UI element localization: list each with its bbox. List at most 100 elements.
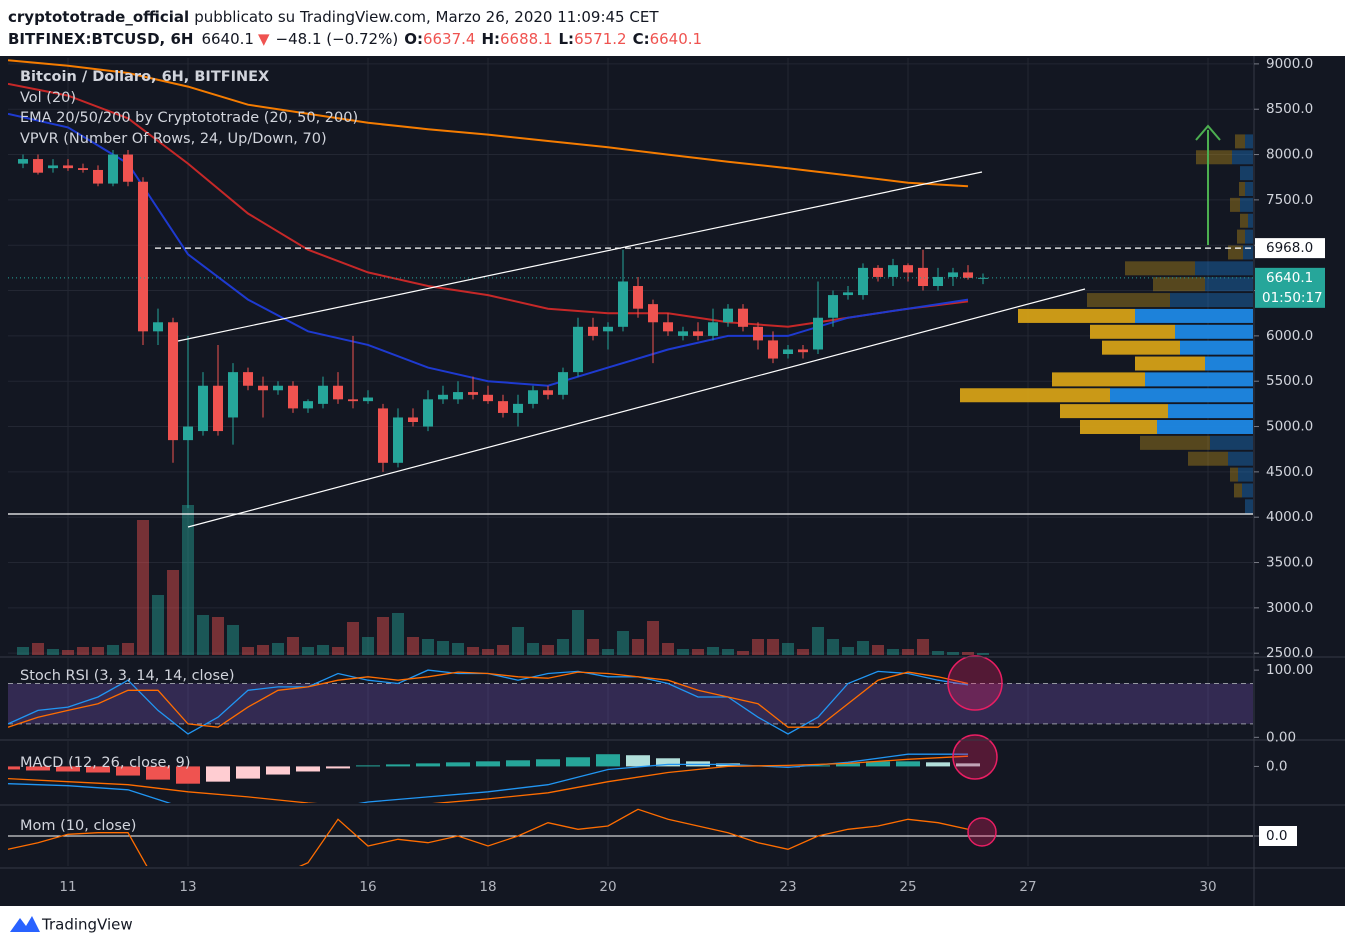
level-label-box [1255, 238, 1325, 259]
change-arrow: ▼ [258, 30, 270, 48]
y-tick-label: 100.00 [1266, 662, 1313, 678]
vpvr-down [1188, 451, 1228, 466]
macd-pane [8, 753, 980, 803]
candle-body [333, 385, 343, 400]
macd-histogram-bar [416, 763, 440, 767]
macd-histogram-bar [296, 766, 320, 772]
brand-name: TradingView [41, 916, 133, 934]
vpvr-up [1245, 134, 1253, 149]
volume-bar [482, 649, 494, 655]
separators [0, 56, 1345, 906]
y-tick-label: 8000.0 [1266, 147, 1313, 163]
highlight-circle [967, 817, 997, 847]
x-tick-label: 13 [179, 879, 196, 895]
macd-histogram-bar [596, 754, 620, 767]
close-label: C: [633, 30, 650, 48]
ema-line [8, 82, 969, 328]
vpvr-up [1170, 293, 1253, 308]
y-tick-label: 3500.0 [1266, 555, 1313, 571]
candle-body [183, 426, 193, 441]
volume-bar [707, 647, 719, 655]
candle-body [948, 272, 958, 277]
band-fill [8, 683, 1253, 724]
candle-body [738, 308, 748, 327]
vpvr-up [1243, 245, 1253, 260]
volume-bar [227, 625, 239, 655]
candle-body [843, 292, 853, 296]
vpvr-up [1240, 197, 1253, 212]
vpvr-down [1052, 372, 1145, 387]
volume-bar [287, 637, 299, 655]
macd-histogram-bar [806, 765, 830, 767]
symbol: BITFINEX:BTCUSD, 6H [8, 30, 193, 48]
volume-bar [167, 570, 179, 655]
volume-bar [902, 649, 914, 655]
author: cryptototrade_official [8, 8, 189, 26]
volume-bar [362, 637, 374, 655]
vpvr-up [1245, 229, 1253, 244]
volume-bar [62, 650, 74, 655]
vpvr-down [1087, 293, 1170, 308]
level-label: 6968.0 [1266, 240, 1313, 256]
footer-background [0, 906, 1345, 948]
volume-bar [332, 647, 344, 655]
macd-histogram-bar [476, 761, 500, 767]
volume-bar [587, 639, 599, 655]
macd-histogram-bar [536, 759, 560, 767]
ema-line [8, 59, 969, 188]
indicator-line [8, 753, 968, 803]
candle-body [213, 385, 223, 432]
trend-line-lower [187, 288, 1086, 528]
volume-bar [677, 649, 689, 655]
macd-histogram-bar [236, 766, 260, 779]
volume-bar [842, 647, 854, 655]
candle-body [468, 392, 478, 395]
published: pubblicato su TradingView.com, Marzo 26,… [194, 8, 659, 26]
volume-bar [212, 617, 224, 655]
vpvr-up [1168, 404, 1253, 419]
macd-histogram-bar [146, 766, 170, 780]
macd-histogram-bar [8, 766, 20, 770]
vpvr-up [1180, 340, 1253, 355]
vpvr-up [1175, 324, 1253, 339]
candle-body [588, 326, 598, 336]
highlight-circle [947, 655, 1003, 711]
volume-bar [92, 647, 104, 655]
change: −48.1 (−0.72%) [276, 30, 399, 48]
candle-body [483, 394, 493, 402]
candle-body [378, 408, 388, 463]
candle-body [813, 317, 823, 350]
brand: TradingView [10, 916, 133, 934]
candle-body [978, 277, 988, 279]
ema-line [8, 112, 969, 387]
volume-bar [122, 643, 134, 655]
y-tick-label: 8500.0 [1266, 101, 1313, 117]
candle-body [783, 349, 793, 355]
volume-bar [407, 637, 419, 655]
candle-body [423, 399, 433, 427]
vpvr-up [1157, 419, 1253, 434]
vpvr-up [1238, 467, 1253, 482]
drawings [8, 124, 1253, 847]
vpvr-down [1090, 324, 1175, 339]
candle-body [168, 322, 178, 441]
volume-bar [797, 649, 809, 655]
volume-bar [557, 639, 569, 655]
macd-histogram-bar [386, 764, 410, 767]
vpvr-up [1228, 451, 1253, 466]
vpvr-down [1240, 213, 1248, 228]
volume-bar [377, 617, 389, 655]
last-price-label: 6640.1 [1266, 270, 1313, 286]
candle-body [633, 286, 643, 309]
candle-body [123, 154, 133, 182]
vpvr-down [1230, 467, 1238, 482]
candle-body [318, 385, 328, 404]
macd-histogram-bar [116, 766, 140, 776]
volume-bar [977, 653, 989, 655]
y-tick-label: 9000.0 [1266, 56, 1313, 72]
volume-bar [512, 627, 524, 655]
volume-bar [152, 595, 164, 655]
candle-body [228, 372, 238, 418]
volume-bar [437, 641, 449, 655]
